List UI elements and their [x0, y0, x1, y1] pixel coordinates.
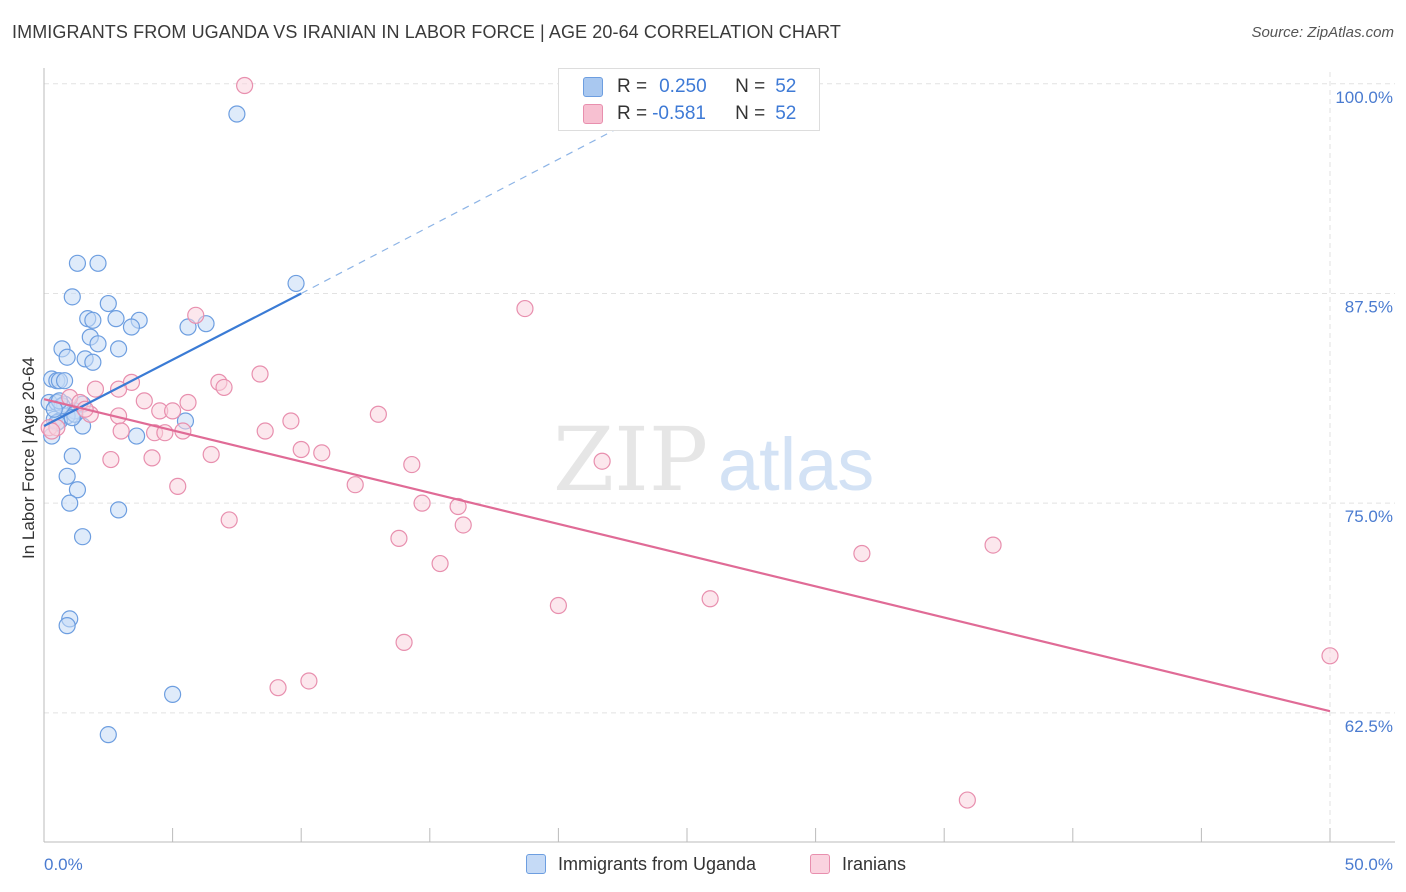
point-uganda [68, 481, 87, 499]
point-iranians [1321, 647, 1339, 665]
point-iranians [403, 455, 421, 474]
point-iranians [549, 596, 568, 615]
point-iranians [300, 672, 318, 690]
legend-row-uganda: R = 0.250 N = 52 [583, 74, 796, 100]
trend-line-iranians [43, 398, 1331, 713]
point-uganda [58, 467, 76, 485]
axes [43, 68, 1395, 843]
point-uganda [63, 447, 81, 465]
point-iranians [135, 392, 153, 410]
point-iranians [269, 679, 287, 697]
point-uganda [61, 494, 79, 512]
watermark-zip: ZIP [553, 408, 708, 511]
point-uganda [73, 528, 92, 546]
point-iranians [256, 422, 274, 440]
point-iranians [86, 380, 105, 398]
legend-n-label: N = [735, 103, 766, 124]
point-iranians [346, 476, 364, 494]
legend-r-label: R = [617, 103, 648, 124]
chart-title: IMMIGRANTS FROM UGANDA VS IRANIAN IN LAB… [12, 22, 841, 42]
point-uganda [109, 340, 128, 358]
point-uganda [84, 353, 102, 371]
legend-swatch-iranians [583, 104, 603, 124]
data-points [40, 76, 1339, 809]
y-tick-label: 100.0% [1335, 88, 1393, 107]
point-uganda [122, 318, 141, 336]
point-iranians [179, 393, 197, 412]
point-iranians [143, 449, 161, 467]
point-uganda [109, 501, 128, 519]
trend-lines [43, 125, 1331, 713]
legend-n-value: 52 [775, 103, 797, 124]
bottom-legend-uganda[interactable]: Immigrants from Uganda [526, 851, 756, 877]
point-iranians [413, 494, 431, 512]
legend-n-label: N = [735, 76, 766, 97]
point-uganda [89, 335, 107, 353]
legend-r-value: 0.250 [659, 76, 707, 97]
point-uganda [127, 427, 146, 445]
point-iranians [215, 378, 233, 397]
y-axis-label: In Labor Force | Age 20-64 [19, 357, 38, 559]
watermark: ZIP atlas [553, 408, 874, 511]
point-uganda [58, 617, 76, 635]
point-iranians [102, 450, 120, 469]
point-uganda [228, 105, 246, 123]
bottom-legend-label: Iranians [842, 853, 907, 874]
point-iranians [251, 365, 269, 383]
legend-r-value: -0.581 [652, 103, 706, 124]
point-iranians [164, 402, 182, 420]
point-iranians [984, 536, 1002, 554]
point-uganda [164, 685, 182, 703]
legend-swatch-uganda [583, 77, 603, 97]
point-uganda [99, 726, 117, 744]
point-uganda [55, 372, 74, 390]
y-tick-label: 62.5% [1345, 717, 1393, 736]
bottom-legend-label: Immigrants from Uganda [558, 853, 757, 874]
point-uganda [89, 254, 107, 272]
point-iranians [958, 791, 976, 809]
point-uganda [58, 348, 76, 366]
trend-line-uganda [43, 292, 302, 427]
bottom-legend-iranians[interactable]: Iranians [810, 851, 906, 877]
point-iranians [390, 529, 408, 547]
point-uganda [84, 311, 102, 329]
trend-line-uganda-extension [300, 125, 623, 295]
point-uganda [107, 310, 125, 328]
x-tick-label: 0.0% [44, 855, 83, 874]
point-iranians [292, 440, 310, 459]
x-tick-label: 50.0% [1345, 855, 1393, 874]
point-iranians [202, 445, 220, 464]
tick-labels: 100.0% 87.5% 75.0% 62.5% 0.0% 50.0% [44, 88, 1393, 874]
bottom-legend-swatch-iranians [810, 854, 830, 874]
point-iranians [169, 477, 187, 495]
point-uganda [287, 274, 305, 293]
point-uganda [63, 288, 81, 306]
point-iranians [516, 299, 534, 318]
point-iranians [701, 590, 719, 608]
source-credit: Source: ZipAtlas.com [1251, 24, 1394, 41]
point-iranians [431, 554, 449, 573]
point-uganda [99, 294, 117, 313]
y-tick-label: 87.5% [1345, 297, 1393, 316]
point-iranians [220, 511, 238, 529]
point-iranians [282, 412, 300, 430]
bottom-legend-swatch-uganda [526, 854, 546, 874]
point-uganda [68, 254, 87, 272]
point-iranians [236, 76, 254, 95]
legend-row-iranians: R = -0.581 N = 52 [583, 101, 796, 127]
y-tick-label: 75.0% [1345, 507, 1393, 526]
point-iranians [112, 422, 130, 440]
point-iranians [369, 405, 387, 423]
point-iranians [395, 633, 413, 651]
legend-n-value: 52 [775, 76, 797, 97]
point-iranians [454, 516, 472, 534]
point-iranians [593, 452, 611, 470]
correlation-legend: R = 0.250 N = 52 R = -0.581 N = 52 [558, 68, 820, 131]
point-iranians [853, 544, 871, 563]
legend-r-label: R = [617, 76, 648, 97]
point-iranians [187, 306, 205, 324]
watermark-atlas: atlas [718, 423, 874, 506]
point-iranians [313, 444, 331, 462]
